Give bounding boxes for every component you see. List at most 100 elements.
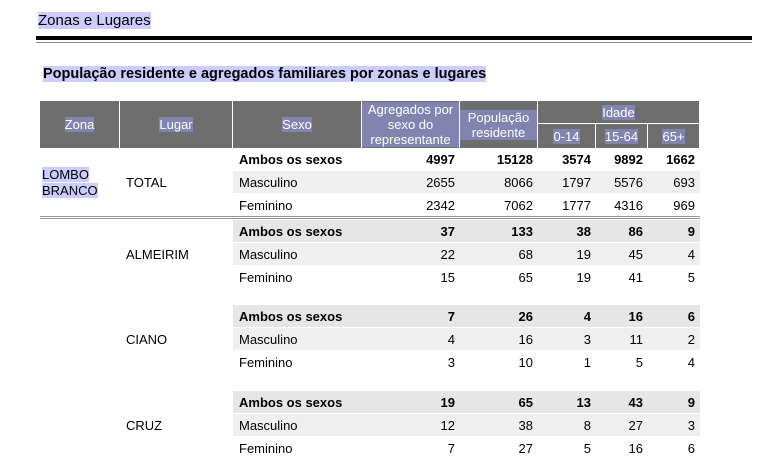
value-cell: 38 xyxy=(538,220,596,243)
value-cell-text: 16 xyxy=(628,309,643,324)
sexo-label: Ambos os sexos xyxy=(239,391,342,414)
value-cell: 13 xyxy=(538,391,596,414)
column-header: 65+ xyxy=(648,124,700,148)
value-cell: 4316 xyxy=(596,194,648,217)
value-cell: 86 xyxy=(596,220,648,243)
value-cell: 7 xyxy=(362,437,460,460)
column-header: Lugar xyxy=(120,101,233,148)
value-cell-text: 19 xyxy=(576,247,591,262)
column-header: Idade xyxy=(538,101,700,124)
value-cell-text: 2 xyxy=(687,332,695,347)
sexo-label-text: Ambos os sexos xyxy=(239,224,343,239)
value-cell-text: 27 xyxy=(518,441,533,456)
value-cell: 27 xyxy=(460,437,538,460)
value-cell-text: 16 xyxy=(518,332,533,347)
value-cell-text: 7 xyxy=(447,441,455,456)
value-cell: 65 xyxy=(460,391,538,414)
value-cell: 43 xyxy=(596,391,648,414)
sexo-label: Masculino xyxy=(239,328,298,351)
value-cell-text: 3 xyxy=(447,355,455,370)
column-header: 15-64 xyxy=(596,124,648,148)
column-header: População residente xyxy=(460,101,538,148)
value-cell-text: 86 xyxy=(628,224,643,239)
value-cell-text: 4 xyxy=(687,355,695,370)
value-cell-text: 4 xyxy=(447,332,455,347)
sexo-label-text: Feminino xyxy=(239,441,293,456)
value-cell-text: 65 xyxy=(518,270,533,285)
value-cell-text: 4316 xyxy=(614,198,643,213)
column-header-text: Lugar xyxy=(159,117,193,132)
value-cell-text: 5 xyxy=(583,441,591,456)
value-cell: 969 xyxy=(648,194,700,217)
group-separator xyxy=(40,216,700,219)
value-cell-text: 7062 xyxy=(504,198,533,213)
row-shade xyxy=(233,328,700,350)
value-cell-text: 4997 xyxy=(426,152,455,167)
value-cell-text: 26 xyxy=(518,309,533,324)
value-cell-text: 5 xyxy=(687,270,695,285)
column-header-text: População residente xyxy=(460,109,537,140)
value-cell-text: 5576 xyxy=(614,175,643,190)
value-cell-text: 68 xyxy=(518,247,533,262)
value-cell: 3 xyxy=(538,328,596,351)
value-cell-text: 8066 xyxy=(504,175,533,190)
value-cell: 38 xyxy=(460,414,538,437)
lugar-label: ALMEIRIM xyxy=(126,243,189,266)
value-cell: 19 xyxy=(538,266,596,289)
value-cell-text: 1797 xyxy=(562,175,591,190)
row-shade xyxy=(233,171,700,193)
value-cell-text: 41 xyxy=(628,270,643,285)
value-cell-text: 8 xyxy=(583,418,591,433)
value-cell: 6 xyxy=(648,305,700,328)
column-header: Sexo xyxy=(233,101,362,148)
value-cell-text: 15 xyxy=(440,270,455,285)
value-cell: 4 xyxy=(362,328,460,351)
value-cell: 7 xyxy=(362,305,460,328)
value-cell: 1777 xyxy=(538,194,596,217)
value-cell: 1797 xyxy=(538,171,596,194)
value-cell: 3574 xyxy=(538,148,596,171)
value-cell-text: 37 xyxy=(440,224,455,239)
value-cell: 16 xyxy=(596,437,648,460)
column-header-text: 0-14 xyxy=(553,128,580,144)
sexo-label-text: Ambos os sexos xyxy=(239,395,343,410)
value-cell: 19 xyxy=(362,391,460,414)
value-cell-text: 1662 xyxy=(666,152,695,167)
value-cell: 9 xyxy=(648,220,700,243)
row-shade xyxy=(233,220,700,242)
value-cell-text: 65 xyxy=(518,395,533,410)
sexo-label: Feminino xyxy=(239,351,292,374)
value-cell-text: 2342 xyxy=(426,198,455,213)
value-cell: 26 xyxy=(460,305,538,328)
row-shade xyxy=(233,243,700,265)
value-cell: 5 xyxy=(648,266,700,289)
value-cell-text: 969 xyxy=(673,198,695,213)
value-cell: 37 xyxy=(362,220,460,243)
value-cell: 6 xyxy=(648,437,700,460)
value-cell-text: 43 xyxy=(628,395,643,410)
sexo-label: Feminino xyxy=(239,437,292,460)
value-cell-text: 19 xyxy=(576,270,591,285)
lugar-label: TOTAL xyxy=(126,171,167,194)
value-cell-text: 12 xyxy=(440,418,455,433)
value-cell-text: 38 xyxy=(518,418,533,433)
value-cell: 5 xyxy=(596,351,648,374)
value-cell: 68 xyxy=(460,243,538,266)
table-title-box: População residente e agregados familiar… xyxy=(43,66,487,82)
sexo-label-text: Feminino xyxy=(239,355,293,370)
value-cell-text: 38 xyxy=(576,224,591,239)
value-cell-text: 27 xyxy=(628,418,643,433)
value-cell-text: 45 xyxy=(628,247,643,262)
value-cell-text: 6 xyxy=(687,441,695,456)
value-cell-text: 9 xyxy=(687,395,695,410)
column-header: 0-14 xyxy=(538,124,596,148)
sexo-label-text: Ambos os sexos xyxy=(239,309,343,324)
value-cell: 5576 xyxy=(596,171,648,194)
value-cell-text: 5 xyxy=(635,355,643,370)
sexo-label: Ambos os sexos xyxy=(239,220,342,243)
value-cell-text: 11 xyxy=(629,332,644,347)
sexo-label: Feminino xyxy=(239,266,292,289)
value-cell-text: 22 xyxy=(440,247,455,262)
sexo-label-text: Masculino xyxy=(239,247,298,262)
value-cell: 15128 xyxy=(460,148,538,171)
